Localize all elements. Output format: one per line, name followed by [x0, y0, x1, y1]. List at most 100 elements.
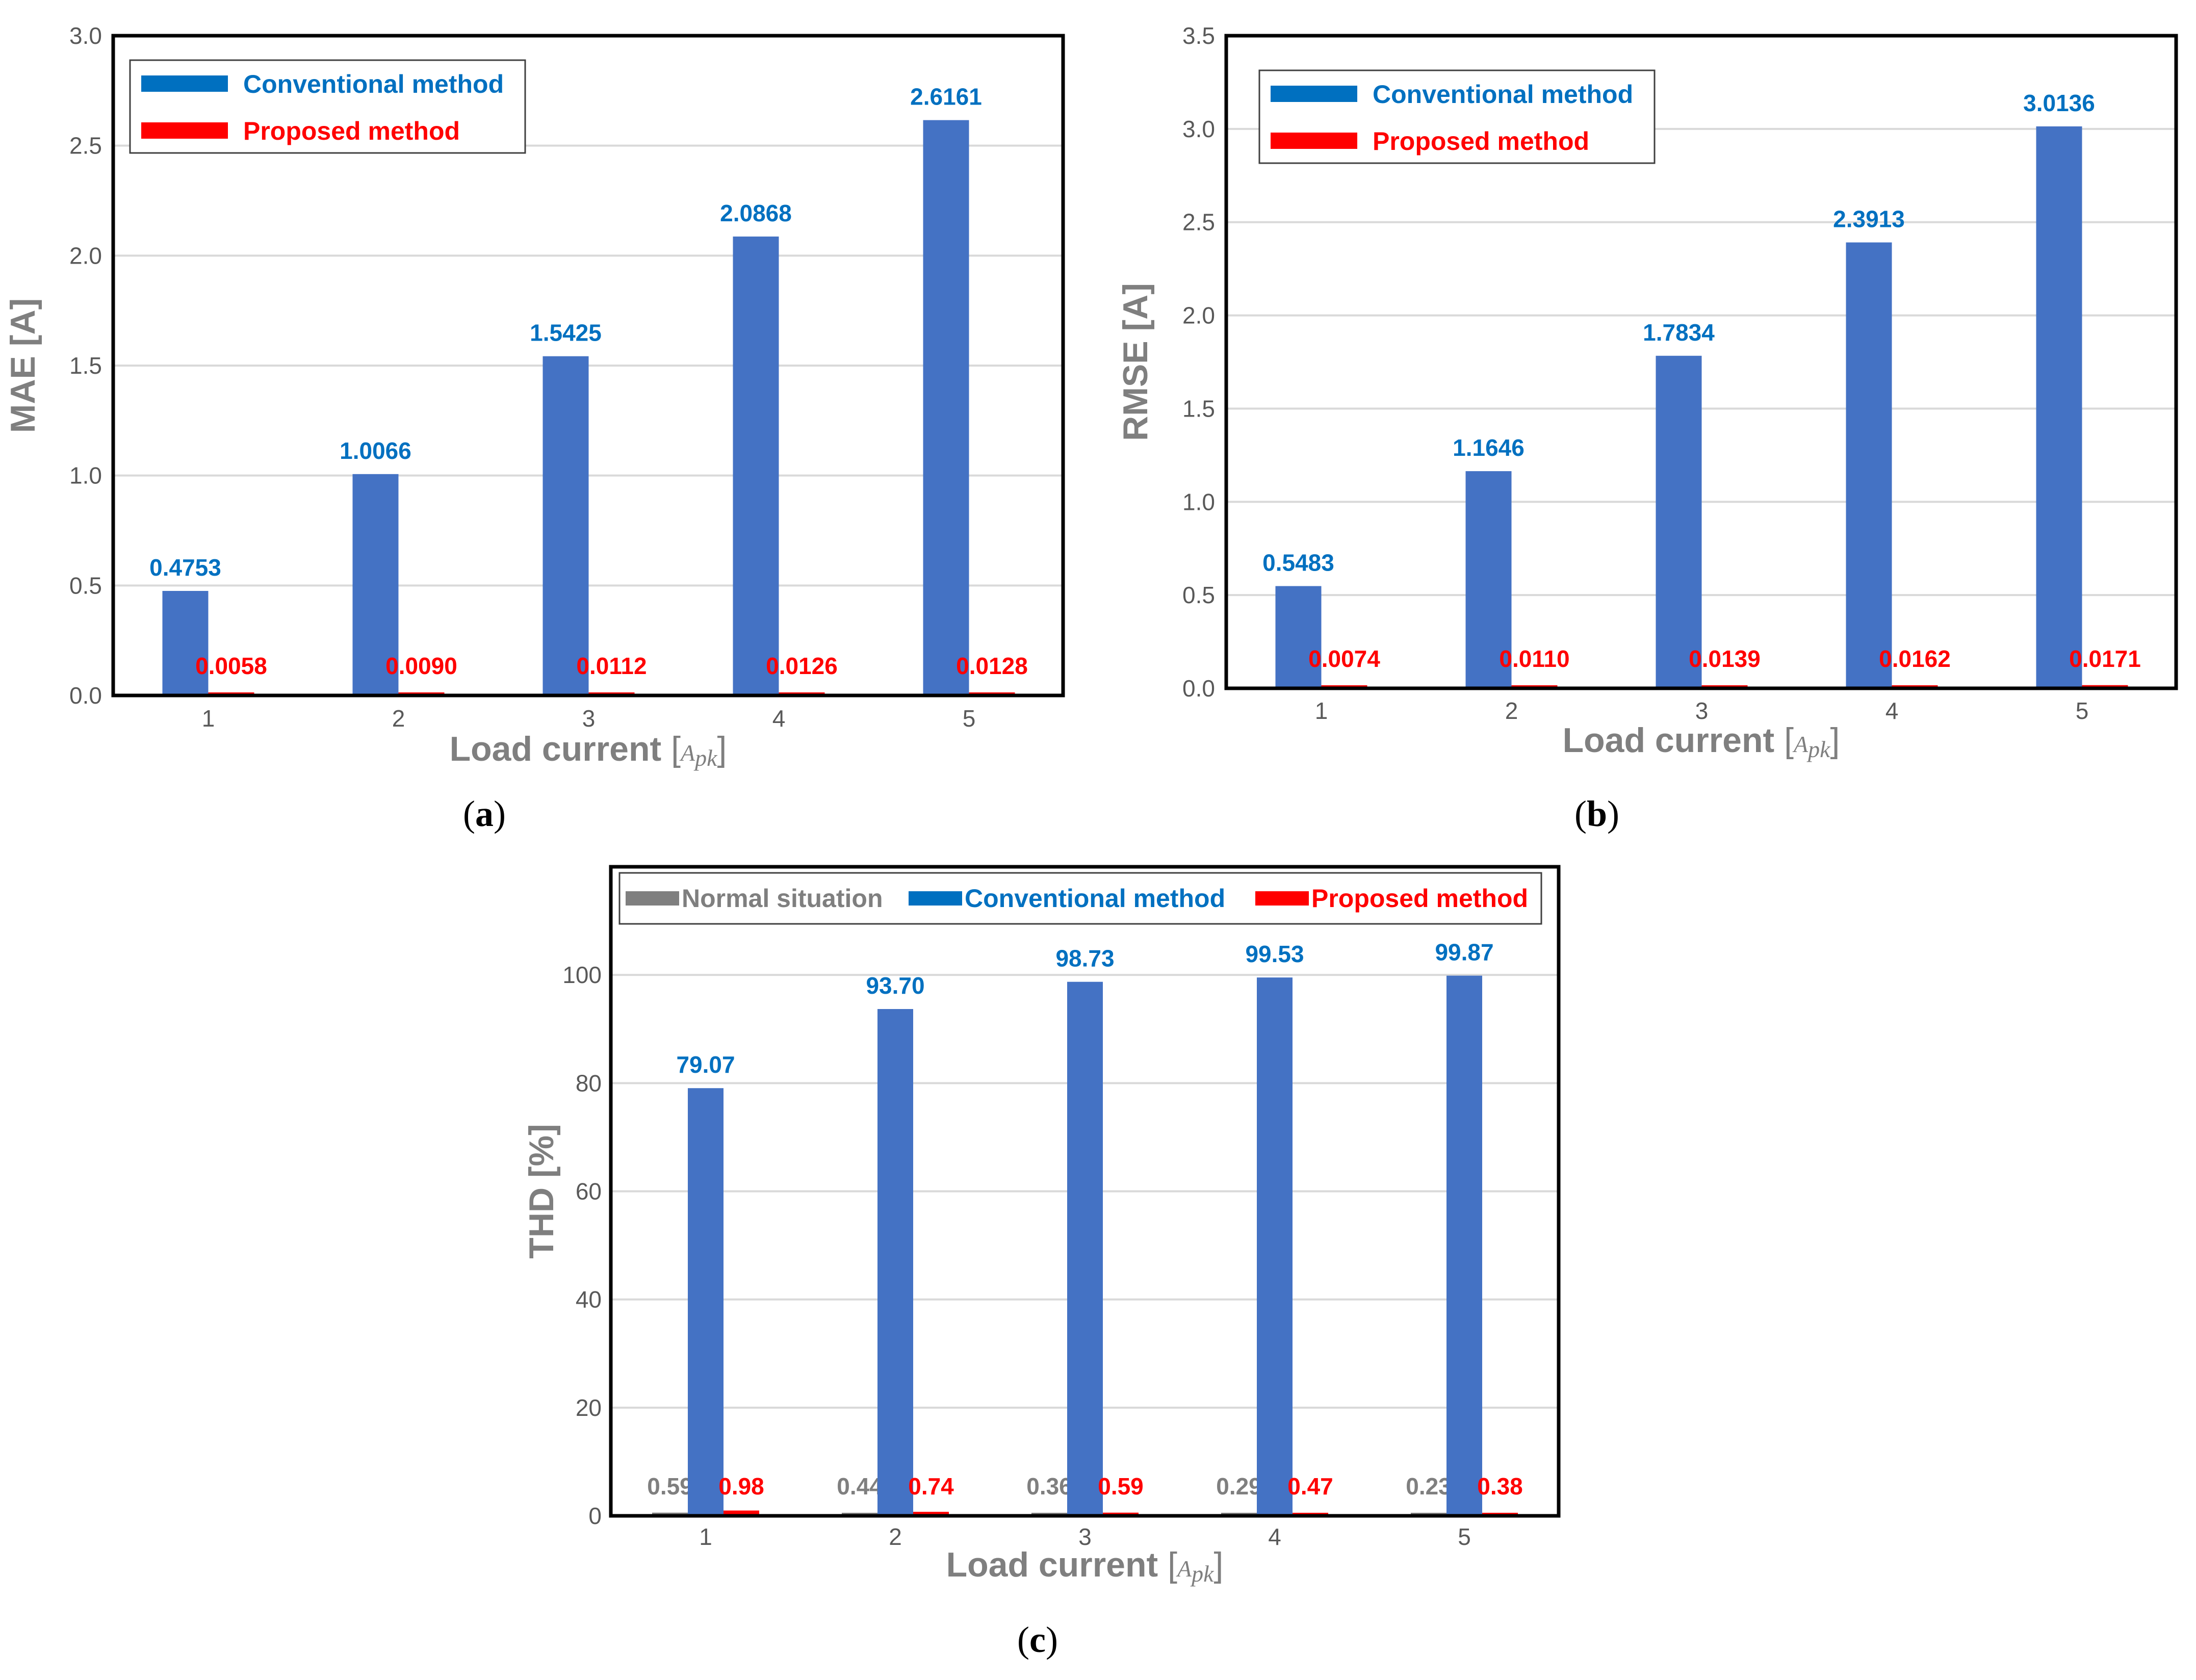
data-label-conventional: 99.53 — [1245, 941, 1304, 967]
x-axis-unit: A — [679, 740, 695, 766]
x-tick-label: 4 — [772, 705, 786, 732]
y-tick-label: 40 — [576, 1286, 602, 1313]
y-tick-label: 20 — [576, 1394, 602, 1421]
y-tick-label: 1.5 — [69, 352, 102, 379]
data-label-conventional: 99.87 — [1435, 939, 1493, 966]
y-tick-label: 0.0 — [1182, 675, 1215, 702]
y-tick-label: 0 — [588, 1503, 602, 1529]
legend-label-proposed: Proposed method — [1373, 127, 1589, 156]
y-tick-label: 100 — [562, 962, 602, 988]
y-tick-label: 2.5 — [69, 133, 102, 159]
x-tick-label: 2 — [889, 1523, 902, 1550]
bar-conventional-2 — [877, 1009, 913, 1516]
bar-proposed-2 — [913, 1512, 949, 1516]
x-tick-label: 5 — [963, 705, 976, 732]
y-tick-label: 0.0 — [69, 682, 102, 709]
legend-label-conventional: Conventional method — [1373, 80, 1633, 109]
bar-conventional-2 — [1465, 471, 1512, 688]
legend-swatch-normal — [626, 891, 679, 906]
x-axis-unit-subscript: pk — [1806, 736, 1831, 762]
data-label-proposed: 0.98 — [718, 1473, 764, 1500]
data-label-proposed: 0.47 — [1287, 1473, 1333, 1500]
x-tick-label: 1 — [202, 705, 215, 732]
data-label-proposed: 0.0162 — [1879, 645, 1951, 672]
legend-label-normal: Normal situation — [682, 884, 883, 913]
legend-swatch-conventional — [141, 75, 228, 92]
legend-label-conventional: Conventional method — [965, 884, 1225, 913]
bar-conventional-4 — [1257, 977, 1293, 1516]
panel-label: (a) — [463, 793, 506, 834]
x-axis-label-text: Load current — [946, 1545, 1168, 1584]
y-axis-label: MAE [A] — [4, 298, 42, 433]
bar-conventional-1 — [1275, 586, 1322, 688]
plot-frame — [609, 865, 1561, 1518]
y-tick-label: 0.5 — [69, 572, 102, 599]
chart-c: 0 20 40 60 80 100 0.59 0.44 0.36 0.29 0.23 79.07 93.… — [522, 865, 1561, 1660]
data-label-conventional: 93.70 — [866, 972, 924, 999]
panel-label-letter: c — [1029, 1619, 1046, 1660]
y-axis-label: RMSE [A] — [1116, 283, 1155, 441]
legend-swatch-conventional — [1271, 86, 1357, 102]
x-axis-label: Load current [Apk] — [450, 730, 727, 771]
plot-frame — [111, 34, 1065, 697]
bar-conventional-2 — [352, 474, 399, 695]
legend-label-conventional: Conventional method — [243, 70, 504, 98]
x-tick-label: 5 — [1458, 1523, 1471, 1550]
chart-b: 0.0 0.5 1.0 1.5 2.0 2.5 3.0 3.5 0.5483 1.1646 1.78… — [1116, 22, 2178, 834]
bar-conventional-4 — [1846, 242, 1892, 689]
y-tick-label: 3.0 — [1182, 116, 1215, 142]
bar-conventional-3 — [542, 356, 589, 695]
x-tick-label: 5 — [2076, 697, 2089, 724]
data-label-conventional: 2.3913 — [1833, 205, 1905, 232]
x-tick-label: 3 — [1078, 1523, 1092, 1550]
y-tick-label: 3.0 — [69, 22, 102, 49]
plot-frame — [1224, 34, 2178, 690]
y-tick-label: 80 — [576, 1070, 602, 1096]
data-label-proposed: 0.0112 — [576, 653, 647, 679]
panel-label: (b) — [1574, 793, 1619, 834]
bar-conventional-5 — [2036, 126, 2082, 688]
bar-proposed-1 — [724, 1510, 759, 1516]
legend-swatch-proposed — [1271, 133, 1357, 149]
data-label-conventional: 79.07 — [676, 1051, 735, 1078]
legend — [618, 872, 1542, 925]
chart-a: 0.0 0.5 1.0 1.5 2.0 2.5 3.0 0.4753 1.0066 1.5425 2… — [4, 22, 1065, 834]
panel-label-letter: b — [1587, 793, 1607, 834]
legend-swatch-proposed — [141, 122, 228, 139]
x-tick-label: 1 — [699, 1523, 712, 1550]
data-label-normal: 0.23 — [1406, 1473, 1452, 1500]
data-label-proposed: 0.59 — [1098, 1473, 1144, 1500]
data-label-conventional: 98.73 — [1055, 945, 1114, 972]
x-axis-label: Load current [Apk] — [1563, 721, 1840, 762]
y-tick-label: 1.0 — [69, 462, 102, 489]
x-tick-label: 1 — [1315, 697, 1328, 724]
legend-swatch-proposed — [1255, 891, 1309, 906]
data-label-proposed: 0.0139 — [1689, 645, 1761, 672]
bar-conventional-3 — [1656, 355, 1702, 688]
data-label-conventional: 1.5425 — [530, 320, 602, 346]
data-label-conventional: 2.0868 — [720, 200, 792, 226]
data-label-proposed: 0.0128 — [956, 653, 1028, 679]
data-label-proposed: 0.0171 — [2069, 645, 2141, 672]
x-tick-label: 4 — [1885, 697, 1899, 724]
legend-label-proposed: Proposed method — [1311, 884, 1528, 913]
panel-label-letter: a — [475, 793, 494, 834]
data-label-proposed: 0.0090 — [385, 653, 457, 679]
data-label-normal: 0.29 — [1216, 1473, 1262, 1500]
legend-label-proposed: Proposed method — [243, 117, 460, 145]
y-tick-label: 60 — [576, 1178, 602, 1205]
y-axis-label: THD [%] — [522, 1124, 561, 1258]
data-label-conventional: 3.0136 — [2023, 90, 2095, 116]
y-tick-label: 3.5 — [1182, 22, 1215, 49]
bar-conventional-1 — [688, 1088, 724, 1516]
data-label-proposed: 0.0110 — [1499, 645, 1569, 672]
data-label-conventional: 0.5483 — [1262, 549, 1334, 576]
bar-conventional-1 — [162, 590, 209, 695]
data-label-proposed: 0.74 — [908, 1473, 954, 1500]
x-axis-label: Load current [Apk] — [946, 1545, 1224, 1587]
bar-conventional-5 — [1446, 975, 1482, 1516]
x-axis-label-text: Load current — [450, 730, 671, 768]
data-label-conventional: 1.7834 — [1643, 319, 1715, 346]
x-axis-unit: A — [1792, 731, 1809, 757]
